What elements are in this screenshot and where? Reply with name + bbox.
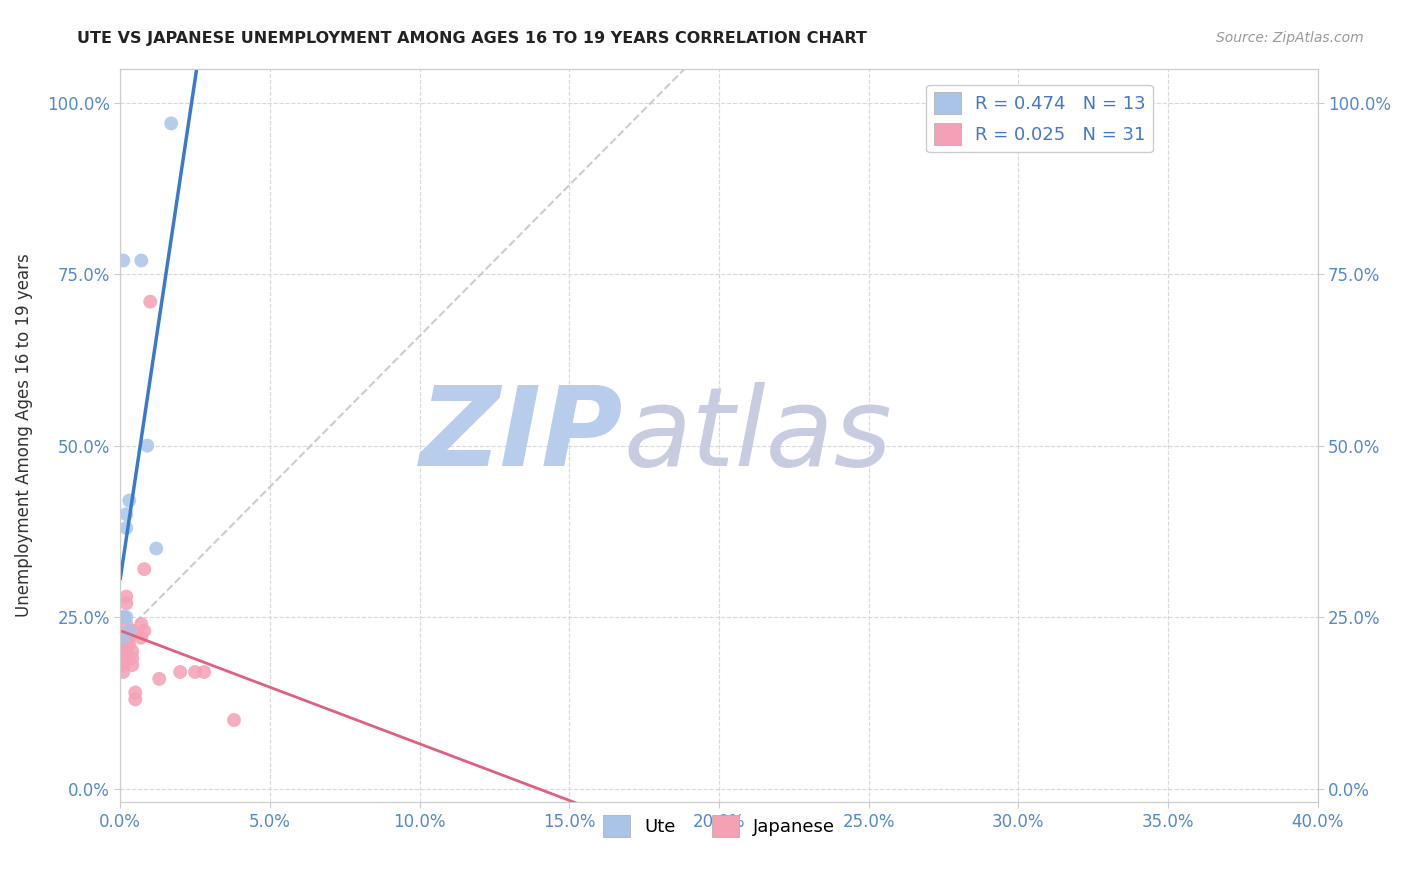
Point	[121, 644, 143, 658]
Point	[184, 665, 207, 679]
Point	[118, 631, 141, 645]
Point	[136, 439, 159, 453]
Point	[115, 508, 138, 522]
Point	[112, 665, 135, 679]
Point	[115, 590, 138, 604]
Point	[112, 658, 135, 673]
Point	[145, 541, 167, 556]
Point	[148, 672, 170, 686]
Point	[115, 596, 138, 610]
Point	[112, 644, 135, 658]
Text: atlas: atlas	[623, 382, 891, 489]
Point	[193, 665, 215, 679]
Point	[112, 610, 135, 624]
Point	[112, 651, 135, 665]
Point	[118, 493, 141, 508]
Point	[112, 610, 135, 624]
Point	[115, 610, 138, 624]
Point	[112, 644, 135, 658]
Point	[121, 651, 143, 665]
Point	[124, 685, 146, 699]
Point	[129, 253, 152, 268]
Point	[118, 624, 141, 638]
Point	[115, 521, 138, 535]
Text: UTE VS JAPANESE UNEMPLOYMENT AMONG AGES 16 TO 19 YEARS CORRELATION CHART: UTE VS JAPANESE UNEMPLOYMENT AMONG AGES …	[77, 31, 868, 46]
Point	[222, 713, 245, 727]
Point	[115, 638, 138, 652]
Point	[115, 617, 138, 632]
Y-axis label: Unemployment Among Ages 16 to 19 years: Unemployment Among Ages 16 to 19 years	[15, 253, 32, 617]
Point	[169, 665, 191, 679]
Point	[129, 617, 152, 632]
Point	[139, 294, 162, 309]
Point	[118, 638, 141, 652]
Text: Source: ZipAtlas.com: Source: ZipAtlas.com	[1216, 31, 1364, 45]
Point	[121, 658, 143, 673]
Point	[121, 624, 143, 638]
Point	[115, 631, 138, 645]
Point	[115, 644, 138, 658]
Point	[112, 631, 135, 645]
Point	[118, 631, 141, 645]
Point	[112, 638, 135, 652]
Point	[134, 562, 156, 576]
Point	[129, 631, 152, 645]
Point	[134, 624, 156, 638]
Legend: Ute, Japanese: Ute, Japanese	[596, 808, 842, 845]
Point	[124, 692, 146, 706]
Point	[112, 253, 135, 268]
Text: ZIP: ZIP	[419, 382, 623, 489]
Point	[160, 116, 183, 130]
